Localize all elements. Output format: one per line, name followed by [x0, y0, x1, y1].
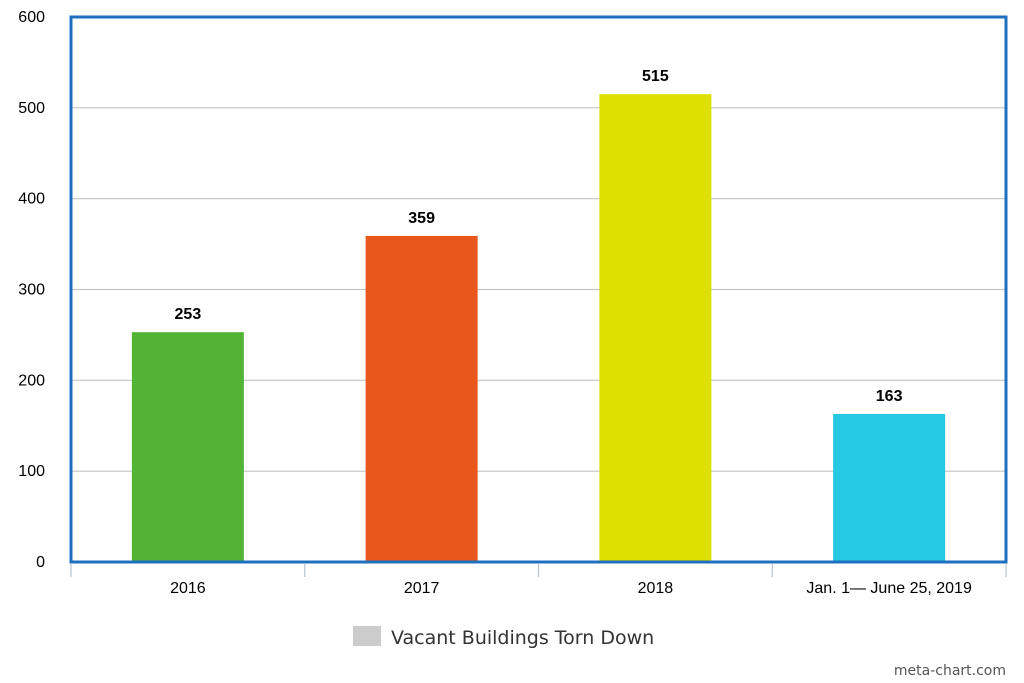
bar-2016[interactable]	[131, 332, 244, 562]
y-tick-label: 400	[18, 191, 45, 208]
bar-jan-1-june-25-2019[interactable]	[833, 413, 946, 562]
y-tick-label: 200	[18, 372, 45, 389]
data-label: 253	[175, 306, 202, 323]
legend: Vacant Buildings Torn Down	[353, 626, 654, 649]
legend-label: Vacant Buildings Torn Down	[391, 627, 654, 649]
legend-swatch	[353, 626, 381, 646]
x-tick-label: 2017	[404, 580, 440, 597]
x-tick-label: 2018	[638, 580, 674, 597]
bar-2018[interactable]	[599, 94, 712, 562]
data-label: 163	[876, 388, 903, 405]
x-tick-label: 2016	[170, 580, 206, 597]
data-label: 515	[642, 68, 669, 85]
plot-frame	[69, 15, 1008, 564]
data-label: 359	[408, 210, 435, 227]
y-axis-ticks: 0 100 200 300 400 500 600	[18, 9, 45, 571]
meta-chart-credit[interactable]: meta-chart.com	[894, 663, 1006, 679]
y-tick-label: 300	[18, 282, 45, 299]
bar-2017[interactable]	[365, 235, 478, 563]
y-tick-label: 100	[18, 463, 45, 480]
x-axis: 2016 2017 2018 Jan. 1— June 25, 2019	[70, 564, 1007, 597]
y-tick-label: 500	[18, 100, 45, 117]
y-tick-label: 0	[36, 554, 45, 571]
data-labels: 253 359 515 163	[175, 68, 903, 405]
x-tick-label: Jan. 1— June 25, 2019	[806, 580, 972, 597]
bars	[131, 94, 946, 563]
y-tick-label: 600	[18, 9, 45, 26]
